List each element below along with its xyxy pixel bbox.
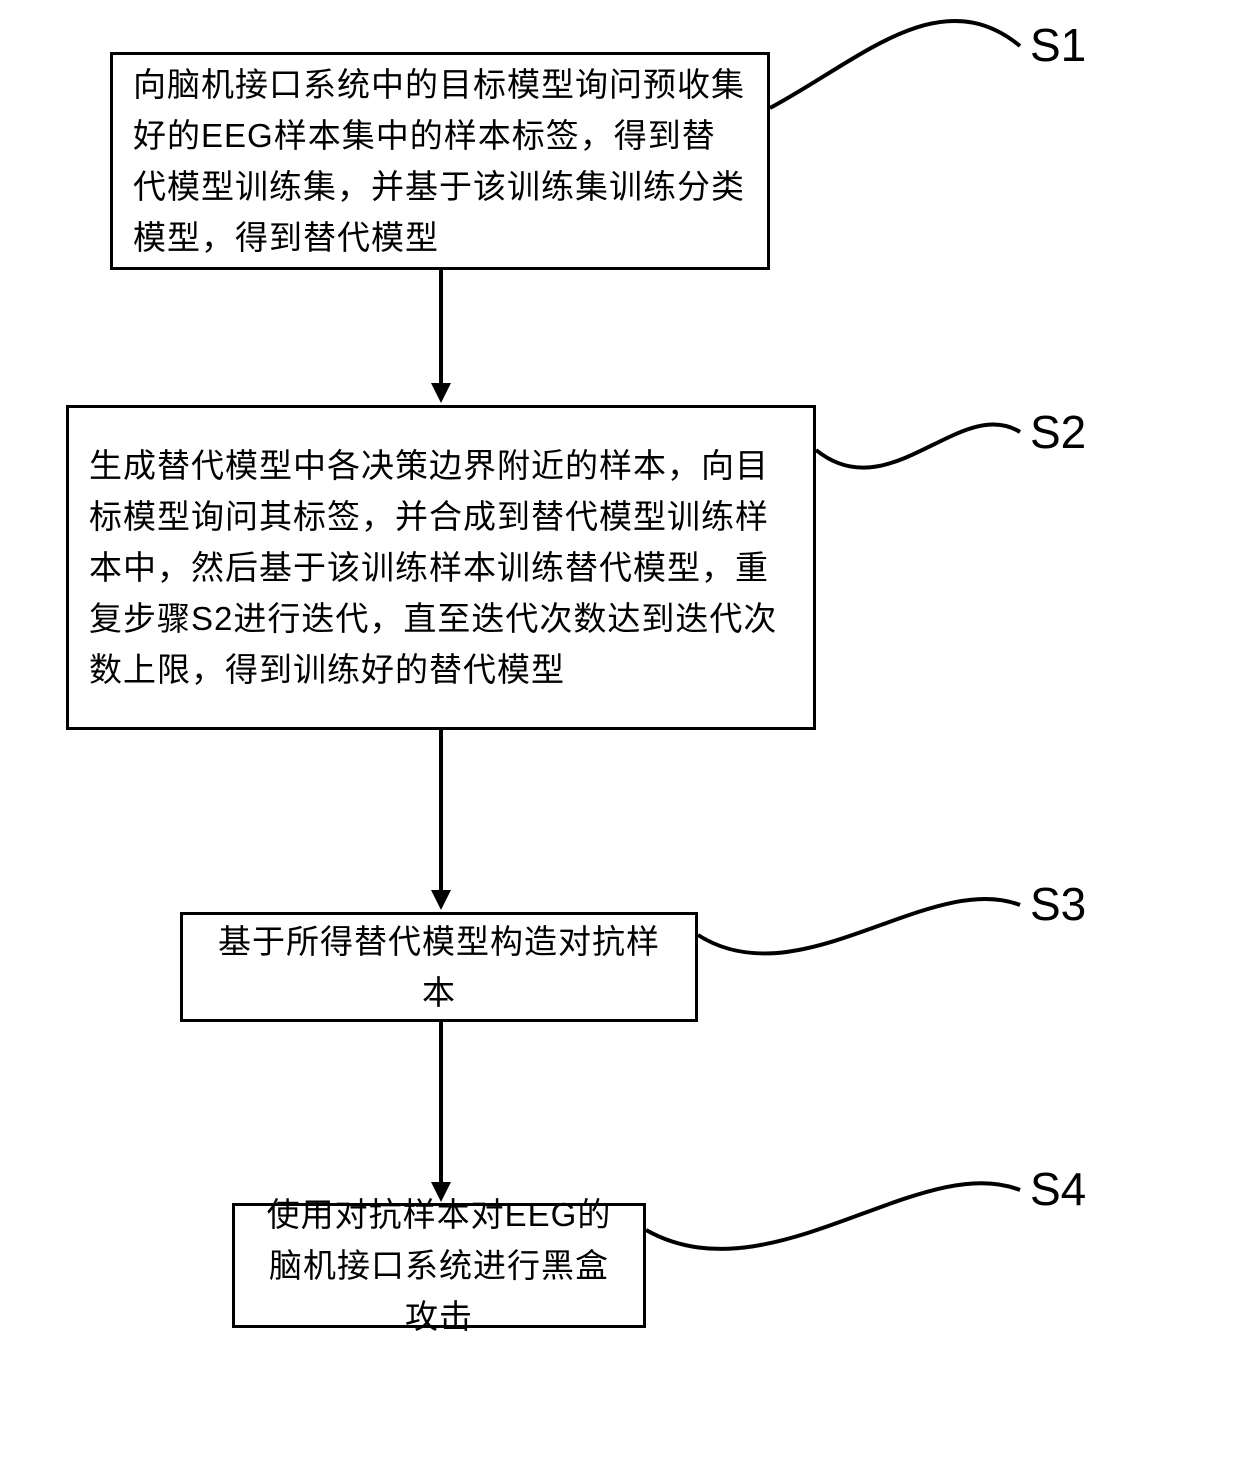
connector-s4 <box>0 0 1240 1479</box>
flowchart-container: 向脑机接口系统中的目标模型询问预收集好的EEG样本集中的样本标签，得到替代模型训… <box>0 0 1240 1479</box>
connector-path-s4 <box>646 1183 1020 1249</box>
